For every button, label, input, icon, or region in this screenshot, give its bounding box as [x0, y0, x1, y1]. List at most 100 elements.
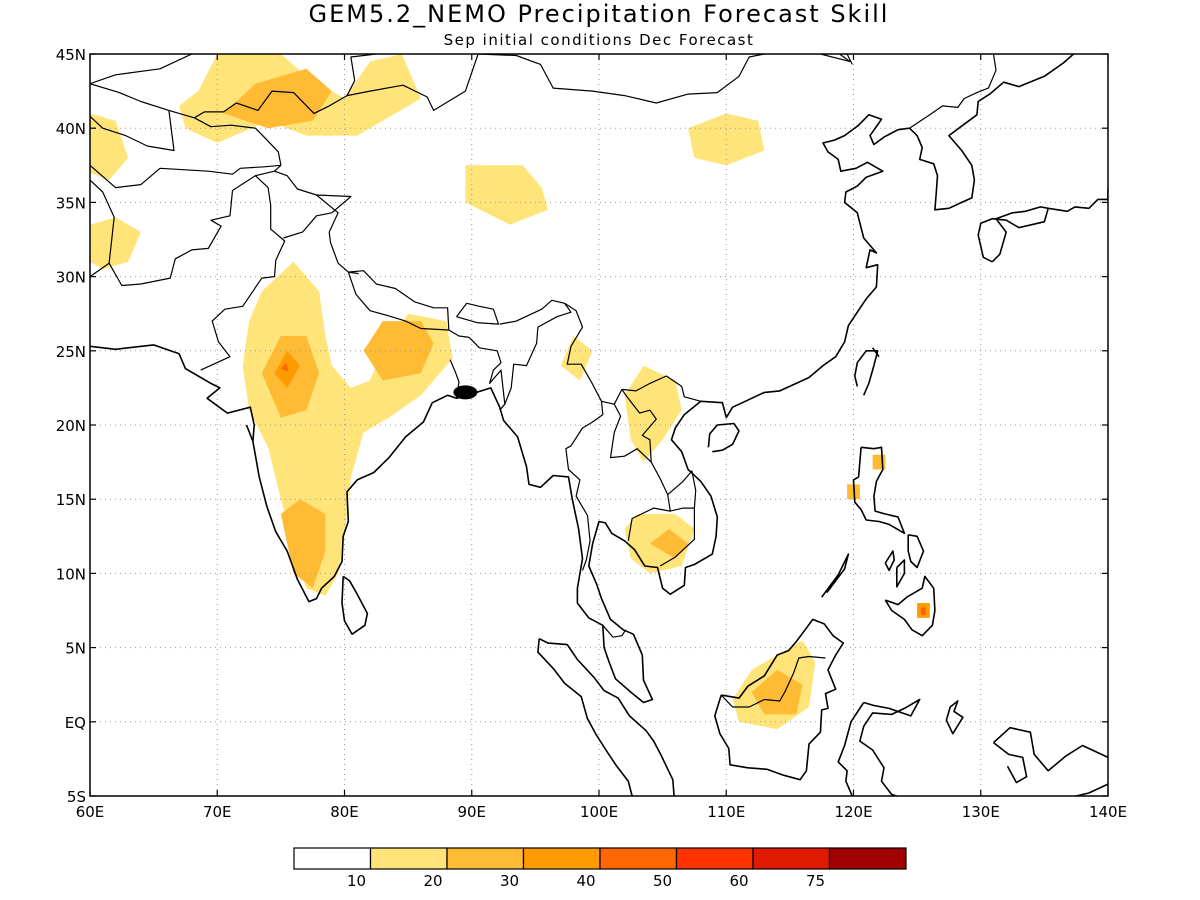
country-border	[274, 170, 359, 275]
lat-tick-label: 25N	[56, 343, 86, 361]
lon-tick-label: 130E	[962, 803, 1000, 821]
map-title: GEM5.2_NEMO Precipitation Forecast Skill	[309, 0, 890, 28]
country-border	[478, 54, 765, 104]
map-subtitle: Sep initial conditions Dec Forecast	[444, 31, 755, 49]
country-border	[193, 54, 377, 119]
coastline	[895, 559, 906, 588]
colorbar-label: 30	[500, 872, 519, 890]
lat-tick-label: 35N	[56, 194, 86, 212]
country-border	[90, 54, 193, 85]
country-border	[456, 302, 500, 325]
colorbar-swatch	[675, 847, 754, 870]
country-border	[316, 194, 352, 214]
colorbar-swatch	[828, 847, 907, 870]
skill-region-level-4	[280, 362, 289, 372]
coastline	[837, 702, 865, 796]
skill-region-level-1	[90, 217, 141, 270]
colorbar-swatch	[369, 847, 448, 870]
coastline	[538, 637, 675, 796]
country-border	[602, 624, 627, 638]
colorbar-swatch	[522, 847, 601, 870]
country-border	[347, 270, 450, 331]
lat-tick-label: 5N	[65, 640, 86, 658]
lat-tick-label: EQ	[65, 714, 86, 732]
skill-region-level-1	[465, 165, 549, 225]
skill-region-level-2	[223, 68, 332, 129]
country-border	[720, 655, 826, 708]
lon-tick-label: 80E	[330, 803, 359, 821]
country-border	[499, 299, 572, 405]
skill-region-level-4	[920, 607, 926, 615]
lat-tick-label: 30N	[56, 269, 86, 287]
lon-tick-label: 120E	[834, 803, 872, 821]
map-axes: 60E 70E 80E 90E 100E 110E 120E 130E 140E 45N 40N 35…	[56, 46, 1127, 821]
coastline	[871, 347, 880, 358]
coastline	[853, 349, 879, 396]
country-border	[659, 507, 696, 567]
coastline	[907, 534, 925, 569]
lat-tick-label: 5S	[67, 788, 86, 806]
coastline	[852, 446, 906, 535]
lon-tick-label: 100E	[580, 803, 618, 821]
colorbar-label: 60	[729, 872, 748, 890]
colorbar-swatch	[599, 847, 678, 870]
country-border	[846, 54, 853, 65]
coastline	[945, 700, 964, 735]
skill-region-level-2	[363, 321, 434, 381]
coastline	[884, 575, 936, 637]
country-border	[667, 470, 697, 509]
colorbar-label: 20	[423, 872, 442, 890]
country-border	[564, 302, 701, 405]
coastline	[707, 422, 740, 453]
lon-tick-label: 70E	[203, 803, 232, 821]
coastline	[341, 575, 369, 636]
country-border-layer	[90, 54, 997, 708]
country-border	[565, 401, 604, 571]
coastline	[992, 726, 1108, 772]
coastline	[90, 114, 910, 704]
country-border	[909, 54, 997, 129]
colorbar-swatch	[293, 847, 372, 870]
colorbar-label: 50	[653, 872, 672, 890]
country-border	[90, 164, 281, 189]
coastline	[908, 54, 1075, 211]
coastline	[977, 189, 1108, 263]
grid-lines	[90, 54, 1108, 796]
coastline	[991, 206, 1049, 263]
country-border	[90, 110, 175, 152]
colorbar-label: 40	[576, 872, 595, 890]
country-border	[90, 179, 115, 264]
coastline	[884, 550, 896, 572]
lat-tick-label: 15N	[56, 491, 86, 509]
country-border	[346, 54, 479, 112]
lat-tick-label: 45N	[56, 46, 86, 64]
coastline	[537, 638, 633, 796]
lon-tick-label: 90E	[457, 803, 486, 821]
country-border	[621, 389, 657, 463]
country-border	[820, 54, 851, 63]
coastline	[859, 698, 921, 796]
country-border	[283, 212, 332, 239]
skill-region-level-2	[649, 528, 689, 559]
lat-tick-label: 20N	[56, 417, 86, 435]
coastline	[1076, 783, 1108, 796]
lon-tick-label: 60E	[76, 803, 105, 821]
colorbar-swatch	[446, 847, 525, 870]
country-border	[449, 359, 460, 399]
coastline	[821, 553, 850, 598]
colorbar: 10 20 30 40 50 60 75	[293, 847, 907, 890]
delta-coastline	[453, 385, 478, 400]
lon-tick-label: 140E	[1089, 803, 1127, 821]
country-border	[90, 164, 282, 287]
coastline	[245, 424, 254, 442]
coastline-layer	[90, 54, 1108, 796]
colorbar-label: 75	[806, 872, 825, 890]
country-border	[200, 175, 286, 371]
lat-tick-label: 10N	[56, 565, 86, 583]
coastline	[993, 741, 1028, 784]
skill-region-level-1	[90, 113, 129, 181]
country-border	[448, 329, 506, 411]
lon-tick-label: 110E	[707, 803, 745, 821]
lat-tick-label: 40N	[56, 120, 86, 138]
